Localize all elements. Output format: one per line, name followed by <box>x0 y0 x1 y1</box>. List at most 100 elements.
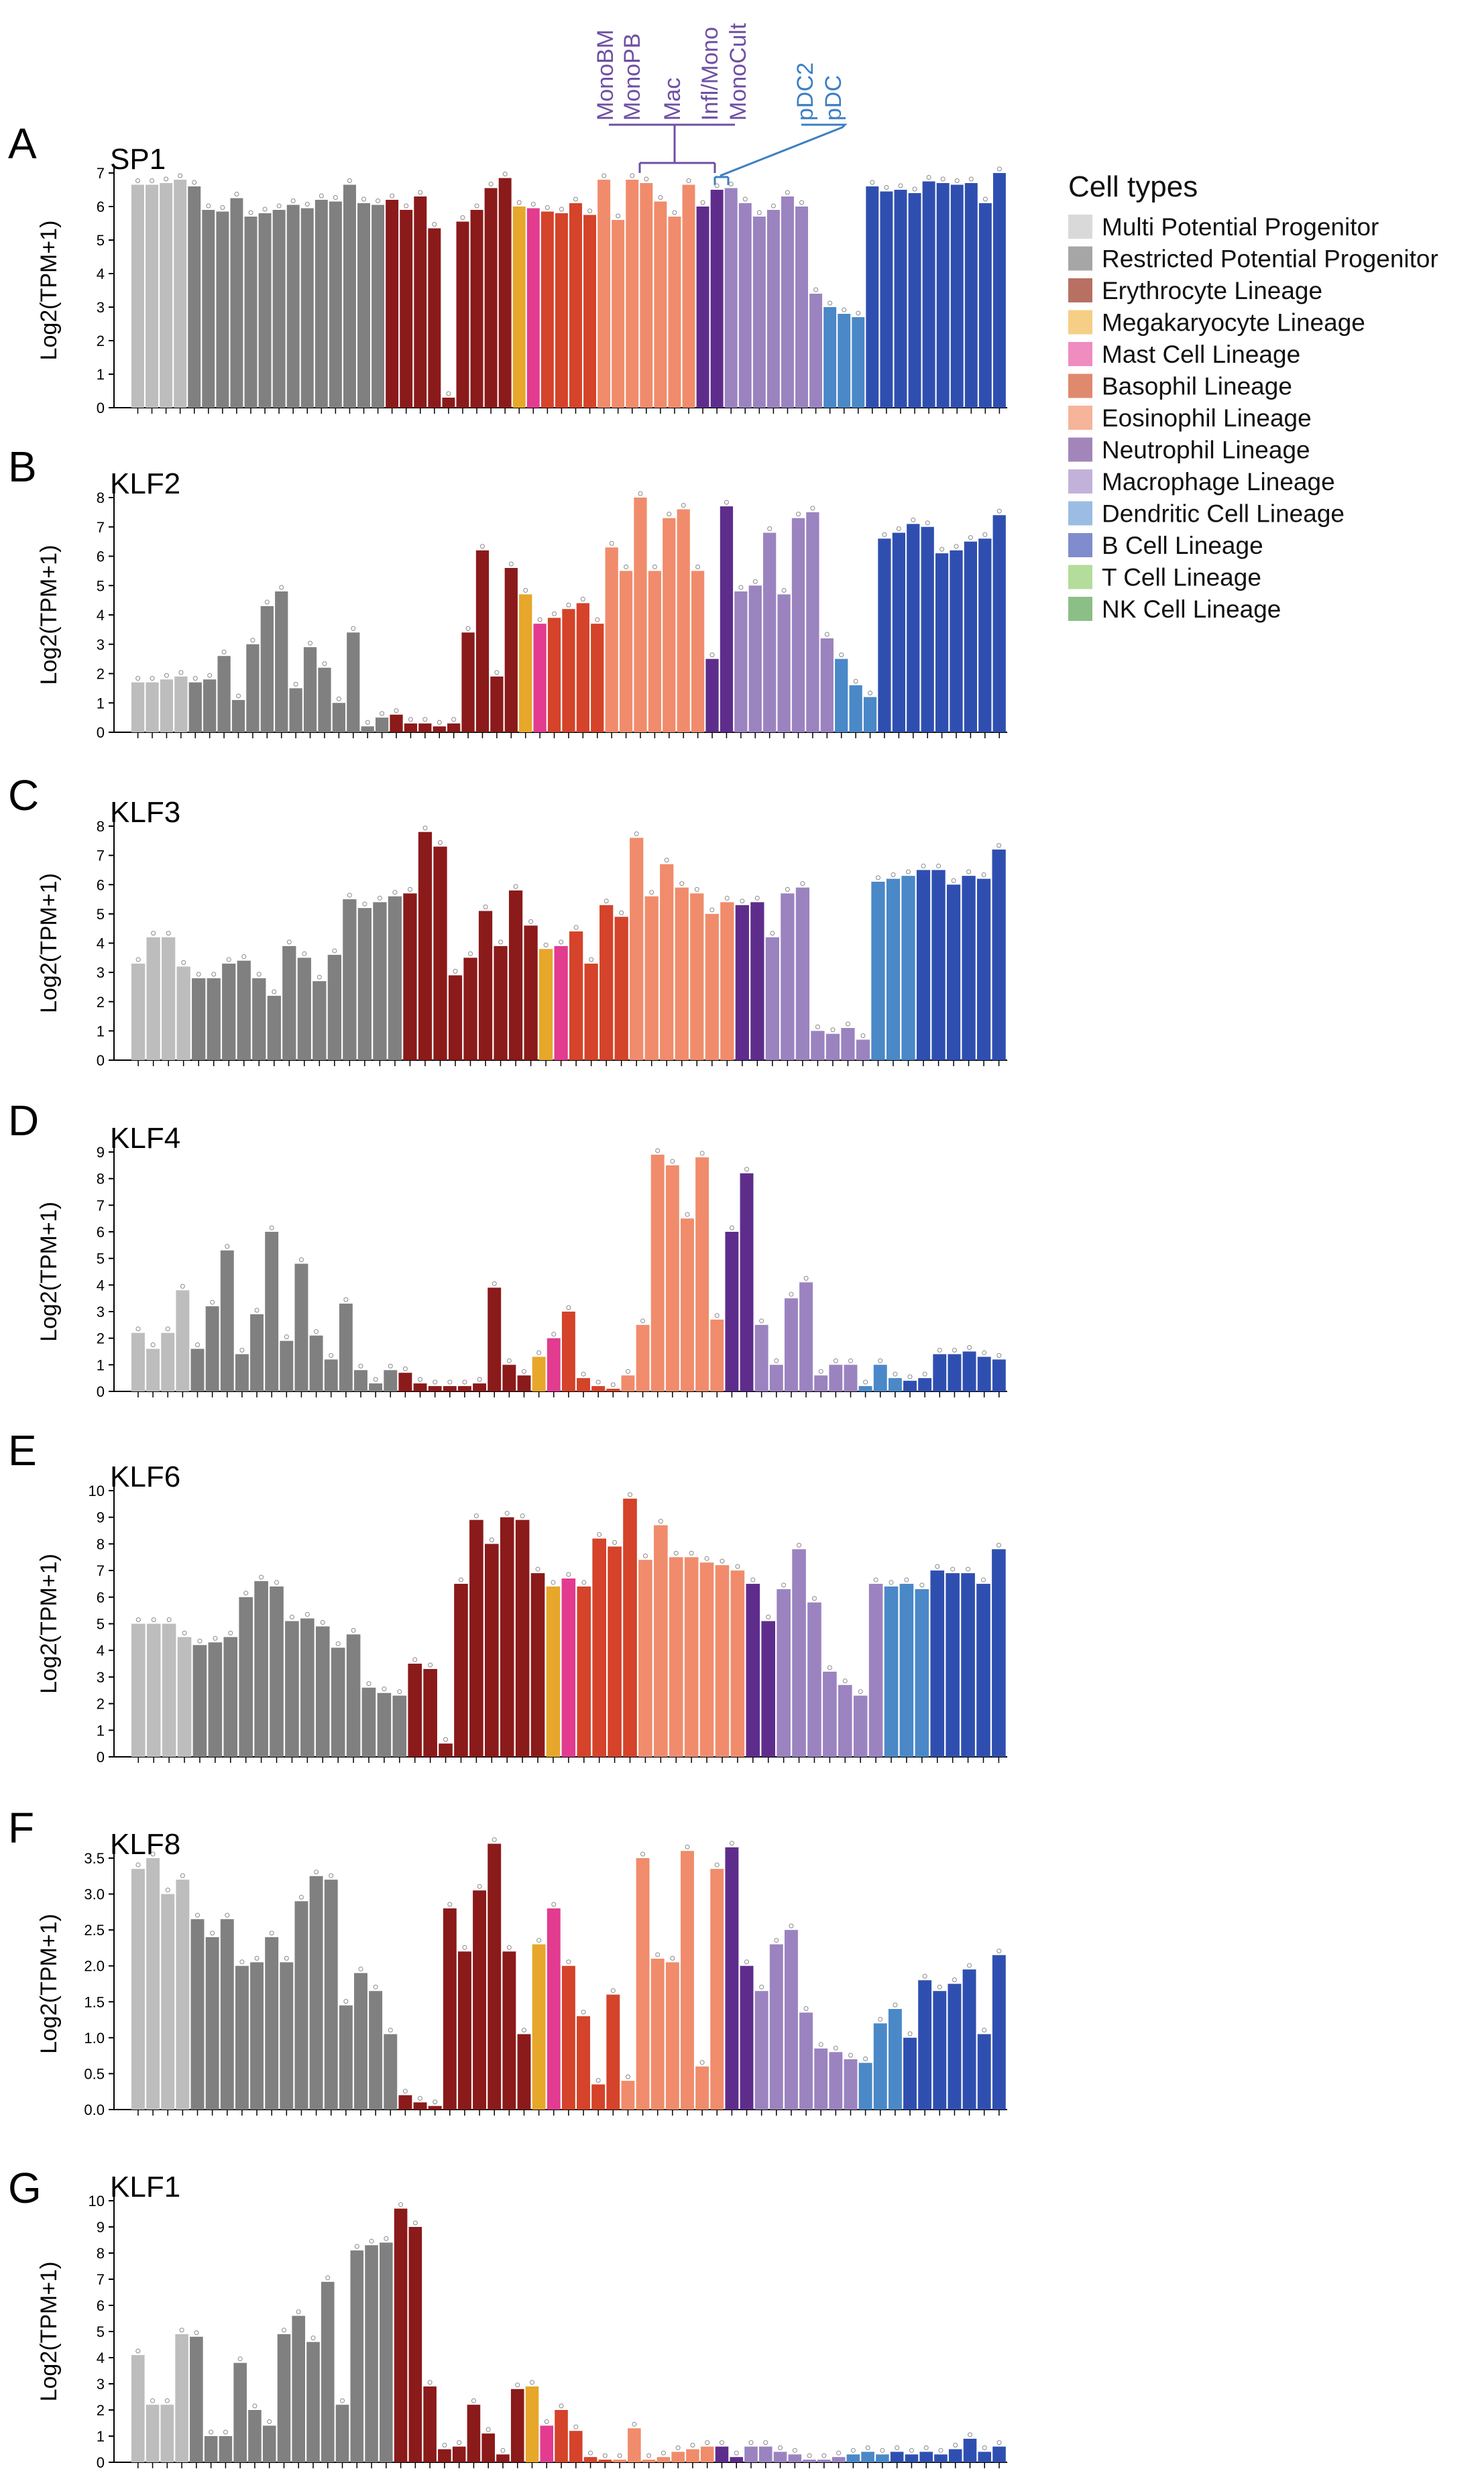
legend-swatch <box>1068 437 1092 462</box>
panel-d-bar-point <box>536 1350 542 1355</box>
legend-item-label: Restricted Potential Progenitor <box>1102 245 1438 273</box>
panel-a-bar-point <box>390 193 395 198</box>
panel-d-bar-point <box>254 1308 260 1313</box>
panel-g-bar-point <box>895 2445 900 2450</box>
panel-e-bar-point <box>320 1619 325 1625</box>
panel-b-gene-name: KLF2 <box>110 467 180 500</box>
panel-b-bar-point <box>868 691 873 695</box>
panel-e-bar <box>208 1642 223 1757</box>
panel-e-bar-point <box>166 1617 172 1622</box>
panel-c-bar <box>418 831 433 1060</box>
panel-d-bar-point <box>388 1363 393 1369</box>
panel-g-bar-point <box>252 2403 258 2409</box>
panel-c-gene-name: KLF3 <box>110 796 180 829</box>
panel-f-bar <box>398 2095 412 2110</box>
panel-c-bar <box>282 945 296 1060</box>
legend-swatch <box>1068 501 1092 526</box>
panel-a-bar-point <box>700 200 705 205</box>
panel-c-bar-point <box>981 872 986 878</box>
panel-f-bar <box>814 2048 828 2110</box>
panel-e-bar <box>146 1623 161 1757</box>
panel-g-bar <box>540 2425 554 2462</box>
panel-g-bar-point <box>850 2448 856 2453</box>
panel-c-bar-point <box>483 905 488 910</box>
panel-e-y-tick-label: 3 <box>97 1669 105 1686</box>
panel-a-bar-point <box>502 172 508 176</box>
panel-b-y-tick-label: 7 <box>97 519 105 536</box>
panel-d-bar-point <box>803 1275 809 1281</box>
panel-a-bar <box>386 200 399 408</box>
panel-g-bar <box>321 2281 335 2462</box>
panel-d-bar-point <box>373 1377 378 1382</box>
panel-g-bar-point <box>150 2398 156 2403</box>
panel-e-bar <box>608 1546 622 1757</box>
panel-g-bar <box>657 2457 671 2462</box>
panel-g-y-tick-label: 6 <box>97 2297 105 2314</box>
panel-f-bar <box>636 1858 650 2110</box>
panel-b-bar-point <box>839 652 844 658</box>
panel-f-bar <box>265 1937 279 2110</box>
panel-c-bar <box>312 981 327 1060</box>
panel-a-bar-point <box>644 176 649 182</box>
panel-b-bar-point <box>695 564 701 569</box>
panel-c-bar <box>524 925 538 1060</box>
panel-b-bar <box>734 591 748 732</box>
panel-e-bar-point <box>642 1553 648 1558</box>
panel-a-bar <box>244 217 258 408</box>
panel-e-bar <box>868 1583 883 1757</box>
panel-a-y-tick-label: 1 <box>97 366 105 383</box>
panel-g-bar <box>394 2208 408 2462</box>
panel-c-bar <box>795 887 810 1060</box>
panel-c-y-tick-label: 3 <box>97 964 105 981</box>
panel-c-bar-point <box>453 968 458 974</box>
panel-d-y-tick-label: 2 <box>97 1330 105 1347</box>
panel-c-bar-point <box>936 863 941 868</box>
panel-c-bar <box>765 937 779 1060</box>
panel-e-bar <box>823 1671 837 1757</box>
panel-d-bar <box>205 1306 219 1391</box>
panel-d-bar-point <box>907 1374 913 1379</box>
panel-g-bar <box>569 2431 583 2462</box>
panel-d-bar <box>814 1375 828 1391</box>
panel-e-bar <box>500 1517 514 1757</box>
panel-g-bar-point <box>398 2202 404 2207</box>
legend-swatch <box>1068 310 1092 335</box>
panel-c-bar <box>146 937 160 1060</box>
panel-c-bar-point <box>272 989 277 994</box>
panel-d-bar-point <box>610 1382 616 1387</box>
panel-d-bar-point <box>744 1167 750 1172</box>
panel-a-y-tick-label: 0 <box>97 400 105 416</box>
panel-e-bar-point <box>412 1657 418 1662</box>
panel-a-bar-point <box>602 173 607 178</box>
panel-g-bar <box>715 2446 729 2462</box>
panel-d-bar <box>650 1154 665 1391</box>
panel-b-bar <box>490 676 504 733</box>
panel-a-bar <box>555 213 568 408</box>
panel-e-bar-point <box>858 1689 863 1694</box>
panel-g-bar <box>438 2449 451 2462</box>
panel-g-bar-point <box>369 2238 374 2244</box>
panel-g-bar <box>190 2336 203 2462</box>
panel-g-bar <box>408 2227 422 2462</box>
panel-f-bar-point <box>699 2060 705 2065</box>
panel-f-bar-point <box>685 1844 690 1849</box>
panel-c-bar <box>222 964 236 1060</box>
panel-e-bar-point <box>382 1686 387 1692</box>
panel-b-bar-point <box>667 512 672 517</box>
panel-d-bar <box>695 1157 709 1391</box>
panel-d-bar <box>636 1324 650 1391</box>
panel-g-bar <box>146 2405 160 2462</box>
panel-f-bar-point <box>314 1870 319 1875</box>
panel-b-bar-point <box>494 670 500 675</box>
panel-g-y-tick-label: 1 <box>97 2428 105 2445</box>
panel-b-bar <box>246 644 260 732</box>
panel-g-bar-point <box>412 2220 418 2226</box>
panel-e-bar <box>177 1637 192 1757</box>
panel-e-bar-point <box>704 1556 709 1561</box>
panel-g-bar <box>233 2362 247 2462</box>
legend-item-label: Basophil Lineage <box>1102 373 1292 400</box>
panel-f-bar <box>250 1962 264 2110</box>
panel-a-bar-point <box>954 178 960 183</box>
panel-g-bar <box>686 2449 699 2462</box>
panel-f-bar-point <box>551 1902 557 1907</box>
